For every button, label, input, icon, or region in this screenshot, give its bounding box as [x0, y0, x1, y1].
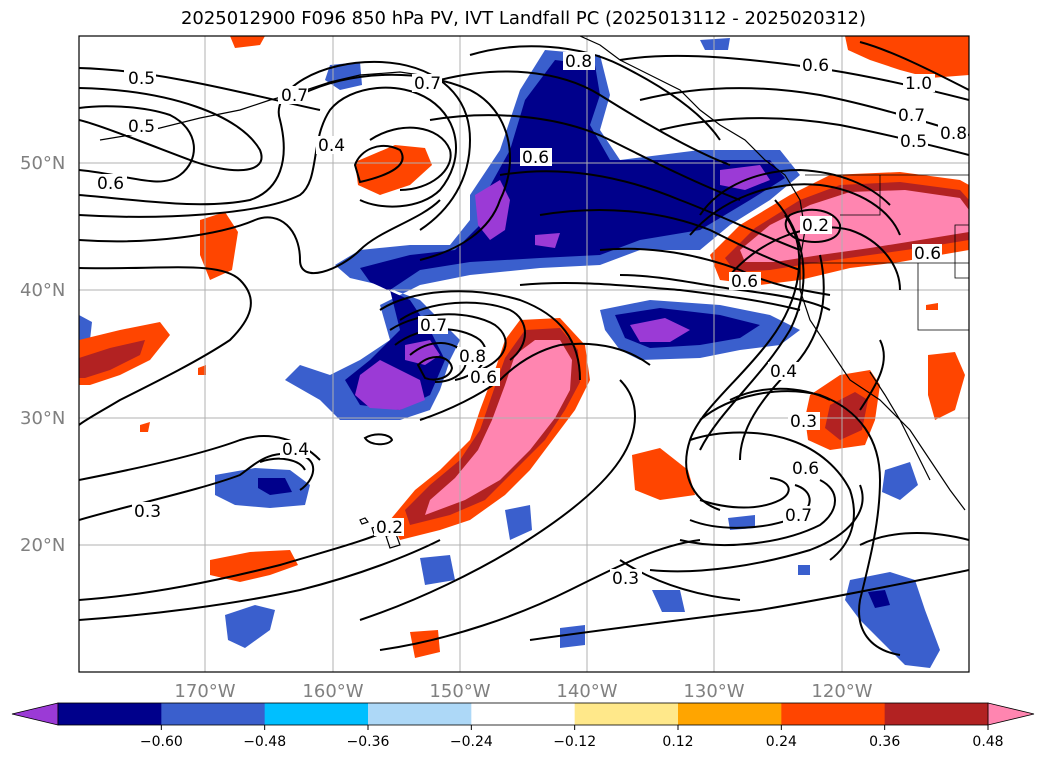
contour-label: 0.8	[459, 347, 486, 367]
colorbar-segment	[574, 703, 679, 725]
contour-label: 0.6	[914, 244, 941, 264]
colorbar-tick-label: 0.48	[972, 734, 1003, 750]
lon-label: 150°W	[429, 681, 490, 702]
contour-label: 0.6	[731, 272, 758, 292]
colorbar-right-extension	[987, 702, 1035, 726]
contour-label: 0.8	[940, 124, 967, 144]
colorbar-tick-label: 0.36	[869, 734, 900, 750]
colorbar-segment	[471, 703, 576, 725]
contour-label: 0.6	[792, 459, 819, 479]
contour-label: 0.6	[522, 148, 549, 168]
contour-label: 0.2	[376, 518, 403, 538]
contour-label: 0.4	[318, 136, 345, 156]
contour-label: 0.5	[128, 69, 155, 89]
lon-label: 130°W	[683, 681, 744, 702]
colorbar-segment	[884, 703, 989, 725]
lon-label: 160°W	[302, 681, 363, 702]
contour-label: 0.6	[470, 368, 497, 388]
lat-label: 20°N	[20, 535, 65, 556]
contour-label: 0.4	[282, 440, 309, 460]
colorbar-segment	[678, 703, 782, 725]
plot-frame	[78, 35, 970, 673]
colorbar-tick-label: 0.24	[766, 734, 797, 750]
contour-label: 0.7	[414, 74, 441, 94]
colorbar-left-extension	[11, 702, 59, 726]
contour-label: 0.6	[802, 56, 829, 76]
lat-label: 40°N	[20, 280, 65, 301]
negative-anomaly-fills	[79, 38, 940, 668]
colorbar-frame	[57, 702, 989, 726]
lat-label: 50°N	[20, 153, 65, 174]
colorbar-segment	[781, 703, 886, 725]
pv-contours	[79, 41, 969, 656]
longitude-labels: 170°W 160°W 150°W 140°W 130°W 120°W	[174, 681, 872, 702]
contour-label: 0.5	[900, 132, 927, 152]
contour-label: 0.4	[770, 362, 797, 382]
lon-label: 120°W	[811, 681, 872, 702]
colorbar-tick-label: −0.48	[243, 734, 286, 750]
colorbar-tick-label: 0.12	[662, 734, 693, 750]
contour-label: 0.5	[128, 117, 155, 137]
contour-label: 0.3	[612, 569, 639, 589]
contour-label: 0.3	[790, 412, 817, 432]
lon-label: 170°W	[174, 681, 235, 702]
colorbar-segment	[368, 703, 472, 725]
map-title: 2025012900 F096 850 hPa PV, IVT Landfall…	[180, 8, 867, 29]
colorbar-tick-label: −0.60	[140, 734, 183, 750]
contour-label: 0.3	[134, 502, 161, 522]
colorbar-segment	[58, 703, 162, 725]
contour-label: 0.7	[281, 86, 308, 106]
lon-label: 140°W	[556, 681, 617, 702]
contour-labels: 0.5 0.7 0.7 0.4 0.5 0.6 0.8 0.6 1.0 0.7 …	[95, 52, 968, 589]
colorbar-segment	[161, 703, 266, 725]
contour-label: 0.7	[420, 316, 447, 336]
latitude-labels: 50°N 40°N 30°N 20°N	[20, 153, 65, 556]
colorbar-tick-label: −0.36	[347, 734, 390, 750]
contour-label: 0.2	[802, 216, 829, 236]
contour-label: 0.7	[898, 106, 925, 126]
contour-label: 0.7	[785, 506, 812, 526]
lat-label: 30°N	[20, 408, 65, 429]
contour-label: 1.0	[905, 74, 932, 94]
colorbar-tick-label: −0.12	[553, 734, 596, 750]
colorbar-tick-label: −0.24	[450, 734, 493, 750]
colorbar-segment	[264, 703, 369, 725]
colorbar: −0.60 −0.48 −0.36 −0.24 −0.12 0.12 0.24 0.36 0.4…	[11, 702, 1035, 750]
contour-label: 0.6	[97, 174, 124, 194]
contour-label: 0.8	[565, 52, 592, 72]
